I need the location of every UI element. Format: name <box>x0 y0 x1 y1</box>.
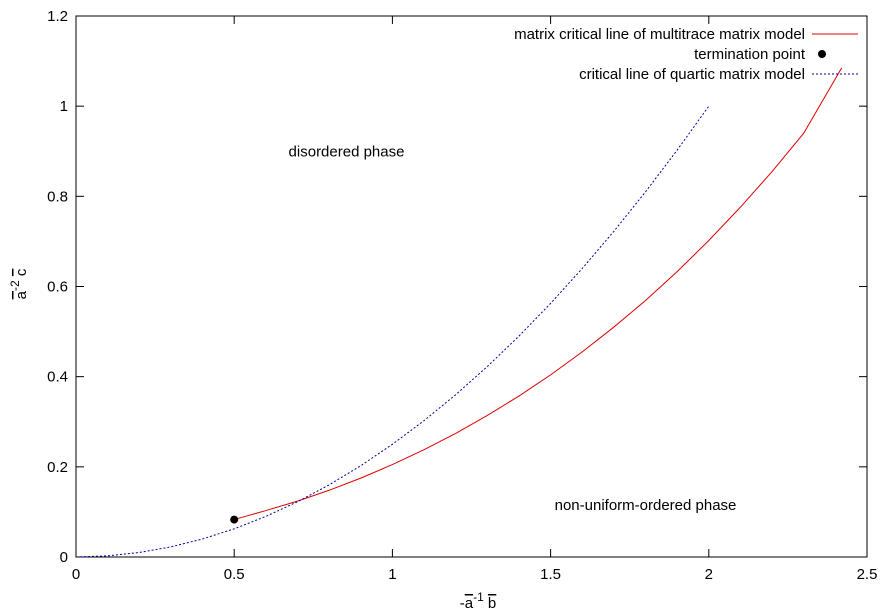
y-tick-label: 0.2 <box>47 459 68 476</box>
axis-ticks <box>76 16 867 557</box>
y-tick-label: 0.8 <box>47 188 68 205</box>
critical-line-of-quartic-matrix-model-line <box>75 105 710 558</box>
termination-point-marker <box>230 515 239 524</box>
y-axis-label: a-2 c <box>8 268 30 299</box>
x-tick-label: 2.5 <box>857 566 878 583</box>
y-axis-label-exp: -2 <box>8 280 22 291</box>
legend-swatch-termination-point <box>818 50 826 58</box>
y-tick-label: 0 <box>60 549 68 566</box>
x-tick-label: 0.5 <box>224 566 245 583</box>
x-axis-label-var1: a <box>465 595 474 612</box>
plot-frame <box>75 15 868 558</box>
annotation-disordered-phase: disordered phase <box>289 143 405 160</box>
y-axis-label-var2: c <box>13 268 30 276</box>
x-tick-label: 1 <box>388 566 396 583</box>
x-axis-label-var2: b <box>488 595 496 612</box>
x-axis-label-exp: -1 <box>473 590 484 604</box>
annotations: disordered phase non-uniform-ordered phas… <box>289 143 737 514</box>
y-tick-label: 1.2 <box>47 8 68 25</box>
y-axis-label-var1: a <box>13 290 30 299</box>
legend: matrix critical line of multitrace matri… <box>514 26 858 83</box>
x-axis-label-sign: - <box>460 595 465 612</box>
y-tick-label: 1 <box>60 98 68 115</box>
series-layer <box>75 67 843 558</box>
annotation-non-uniform-ordered-phase: non-uniform-ordered phase <box>555 497 737 514</box>
matrix-critical-line-of-multitrace-matrix-model-line <box>234 67 843 521</box>
legend-label-termination-point: termination point <box>694 46 806 63</box>
x-axis-label: -a-1 b <box>460 590 497 612</box>
legend-label-matrix-critical-line-of-multitrace-matrix-model: matrix critical line of multitrace matri… <box>514 26 805 43</box>
tick-labels: 0 0.5 1 1.5 2 2.5 0 0.2 0.4 0.6 0.8 1 1.2 <box>47 8 877 583</box>
y-tick-label: 0.6 <box>47 279 68 296</box>
x-tick-label: 2 <box>705 566 713 583</box>
x-tick-label: 0 <box>72 566 80 583</box>
x-tick-label: 1.5 <box>540 566 561 583</box>
legend-label-critical-line-of-quartic-matrix-model: critical line of quartic matrix model <box>579 66 805 83</box>
y-tick-label: 0.4 <box>47 369 68 386</box>
